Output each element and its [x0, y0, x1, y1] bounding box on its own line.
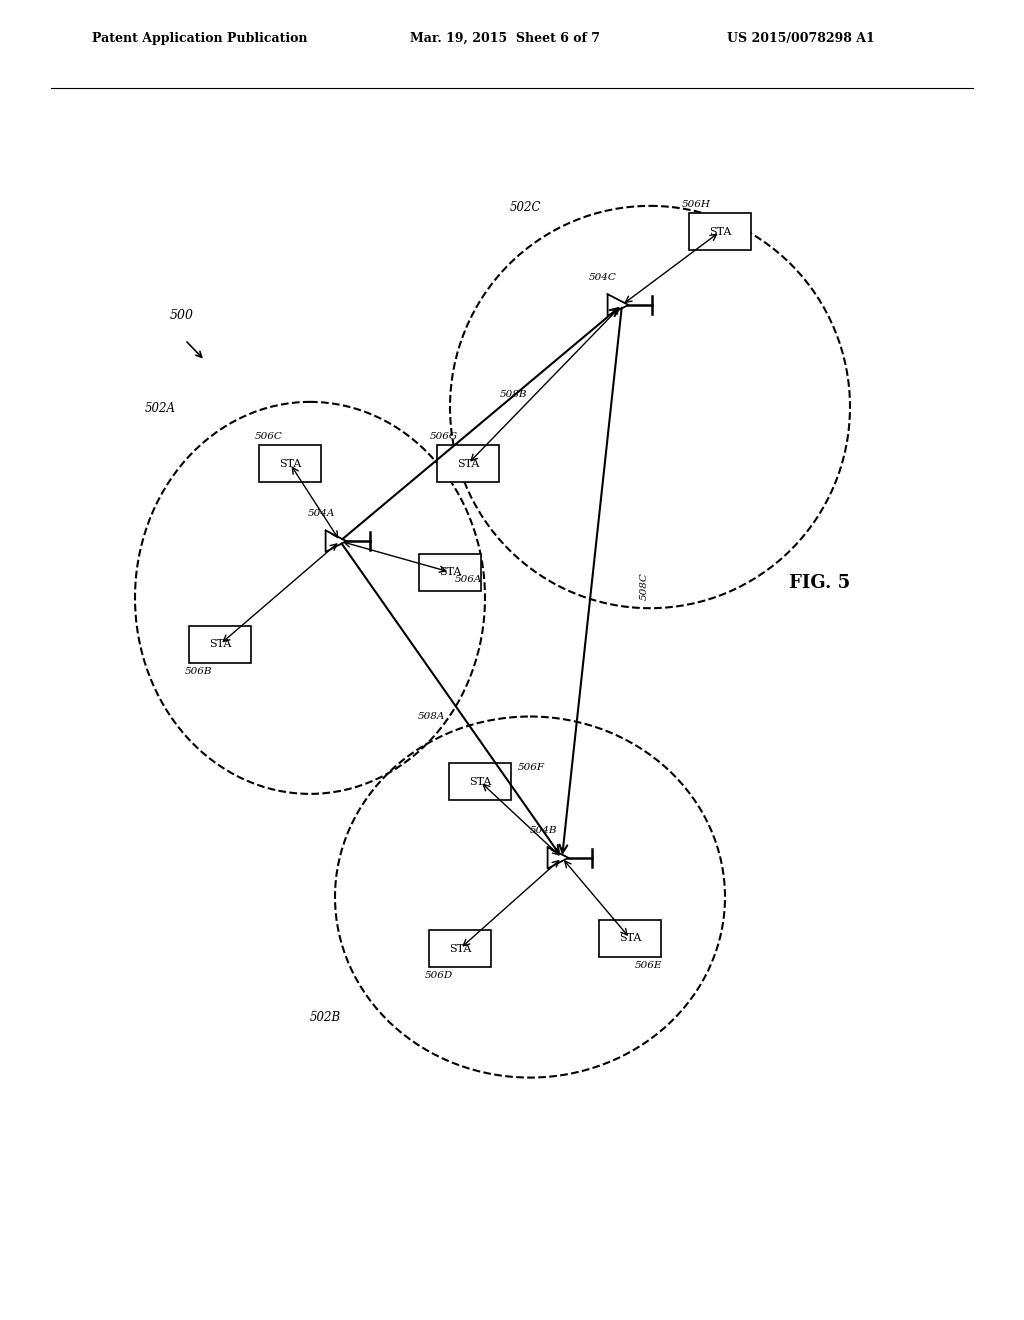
- Text: 504B: 504B: [529, 826, 557, 836]
- Text: Mar. 19, 2015  Sheet 6 of 7: Mar. 19, 2015 Sheet 6 of 7: [410, 32, 600, 45]
- Text: 500: 500: [170, 309, 194, 322]
- Bar: [259, 445, 321, 482]
- Text: 506H: 506H: [682, 199, 711, 209]
- Text: 506E: 506E: [635, 961, 663, 970]
- Text: 506B: 506B: [185, 667, 213, 676]
- Text: 508A: 508A: [418, 711, 445, 721]
- Text: FIG. 5: FIG. 5: [790, 574, 851, 591]
- Text: 502C: 502C: [510, 201, 542, 214]
- Text: STA: STA: [439, 568, 461, 577]
- Bar: [449, 763, 511, 800]
- Text: 504C: 504C: [589, 273, 617, 282]
- Text: STA: STA: [709, 227, 731, 236]
- Text: 506C: 506C: [255, 432, 283, 441]
- Text: Patent Application Publication: Patent Application Publication: [92, 32, 307, 45]
- Text: US 2015/0078298 A1: US 2015/0078298 A1: [727, 32, 874, 45]
- Text: STA: STA: [618, 933, 641, 944]
- Text: STA: STA: [449, 944, 471, 953]
- Bar: [689, 213, 751, 251]
- Text: STA: STA: [457, 459, 479, 469]
- Text: STA: STA: [209, 639, 231, 649]
- Text: 502B: 502B: [310, 1011, 341, 1024]
- Text: 504A: 504A: [307, 510, 335, 519]
- Bar: [419, 553, 481, 590]
- Bar: [437, 445, 499, 482]
- Bar: [599, 920, 662, 957]
- Text: 506D: 506D: [425, 972, 454, 981]
- Text: 506F: 506F: [518, 763, 545, 772]
- Text: 506G: 506G: [430, 432, 458, 441]
- Text: 506A: 506A: [455, 576, 482, 585]
- Bar: [189, 626, 251, 663]
- Text: 502A: 502A: [145, 403, 176, 416]
- Text: 508B: 508B: [500, 389, 527, 399]
- Text: STA: STA: [469, 776, 492, 787]
- Text: 508C: 508C: [640, 572, 649, 599]
- Bar: [429, 931, 490, 968]
- Text: STA: STA: [279, 459, 301, 469]
